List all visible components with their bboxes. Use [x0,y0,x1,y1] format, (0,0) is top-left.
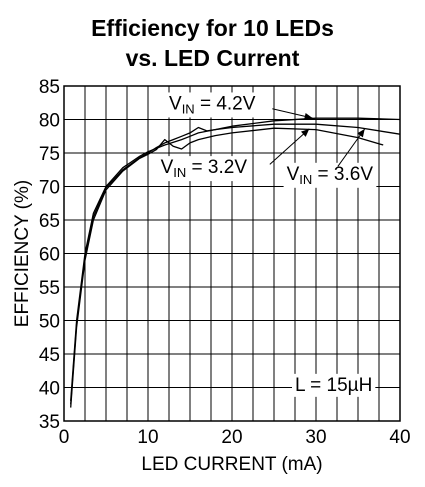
series-line-3 [70,127,384,408]
y-tick-label: 85 [39,77,60,98]
y-tick-label: 50 [39,312,60,333]
y-tick-label: 55 [39,278,60,299]
x-tick-label: 40 [389,427,410,448]
annotations: VIN = 4.2V VIN = 3.2V VIN = 3.6V L = 15µH [157,92,377,397]
y-axis-label: EFFICIENCY (%) [12,180,33,327]
y-tick-label: 70 [39,178,60,199]
x-tick-label: 10 [137,427,158,448]
y-tick-label: 80 [39,111,60,132]
y-tick-label: 45 [39,345,60,366]
series-line-1 [70,117,401,401]
y-tick-label: 35 [39,412,60,433]
y-tick-label: 60 [39,245,60,266]
y-tick-label: 75 [39,144,60,165]
y-tick-label: 40 [39,379,60,400]
y-tick-label: 65 [39,211,60,232]
x-tick-label: 20 [221,427,242,448]
series-line-2 [70,123,401,405]
x-axis-label: LED CURRENT (mA) [141,454,322,475]
pointer-arrowhead-1 [304,112,313,120]
x-tick-label: 0 [59,427,70,448]
annotation-label-3: VIN = 3.6V [287,164,374,187]
chart-subtitle: vs. LED Current [125,45,300,71]
pointer-arrowhead-2 [300,128,310,137]
annotation-background [283,162,377,188]
annotation-background [292,373,376,397]
chart-title: Efficiency for 10 LEDs [91,15,334,41]
x-tick-label: 30 [305,427,326,448]
series-lines [70,117,401,408]
annotation-background [157,156,251,182]
annotation-label-2: VIN = 3.2V [161,157,248,180]
pointer-line-2 [269,128,310,165]
annotation-label-1: VIN = 4.2V [169,93,256,116]
tick-labels: 0 10 20 30 40 35 40 45 50 55 60 65 70 75 80 85 [39,77,411,448]
annotation-background [166,92,259,118]
annotation-label-4: L = 15µH [295,375,372,396]
plot-frame [63,85,401,422]
pointer-arrowhead-3 [357,128,365,138]
